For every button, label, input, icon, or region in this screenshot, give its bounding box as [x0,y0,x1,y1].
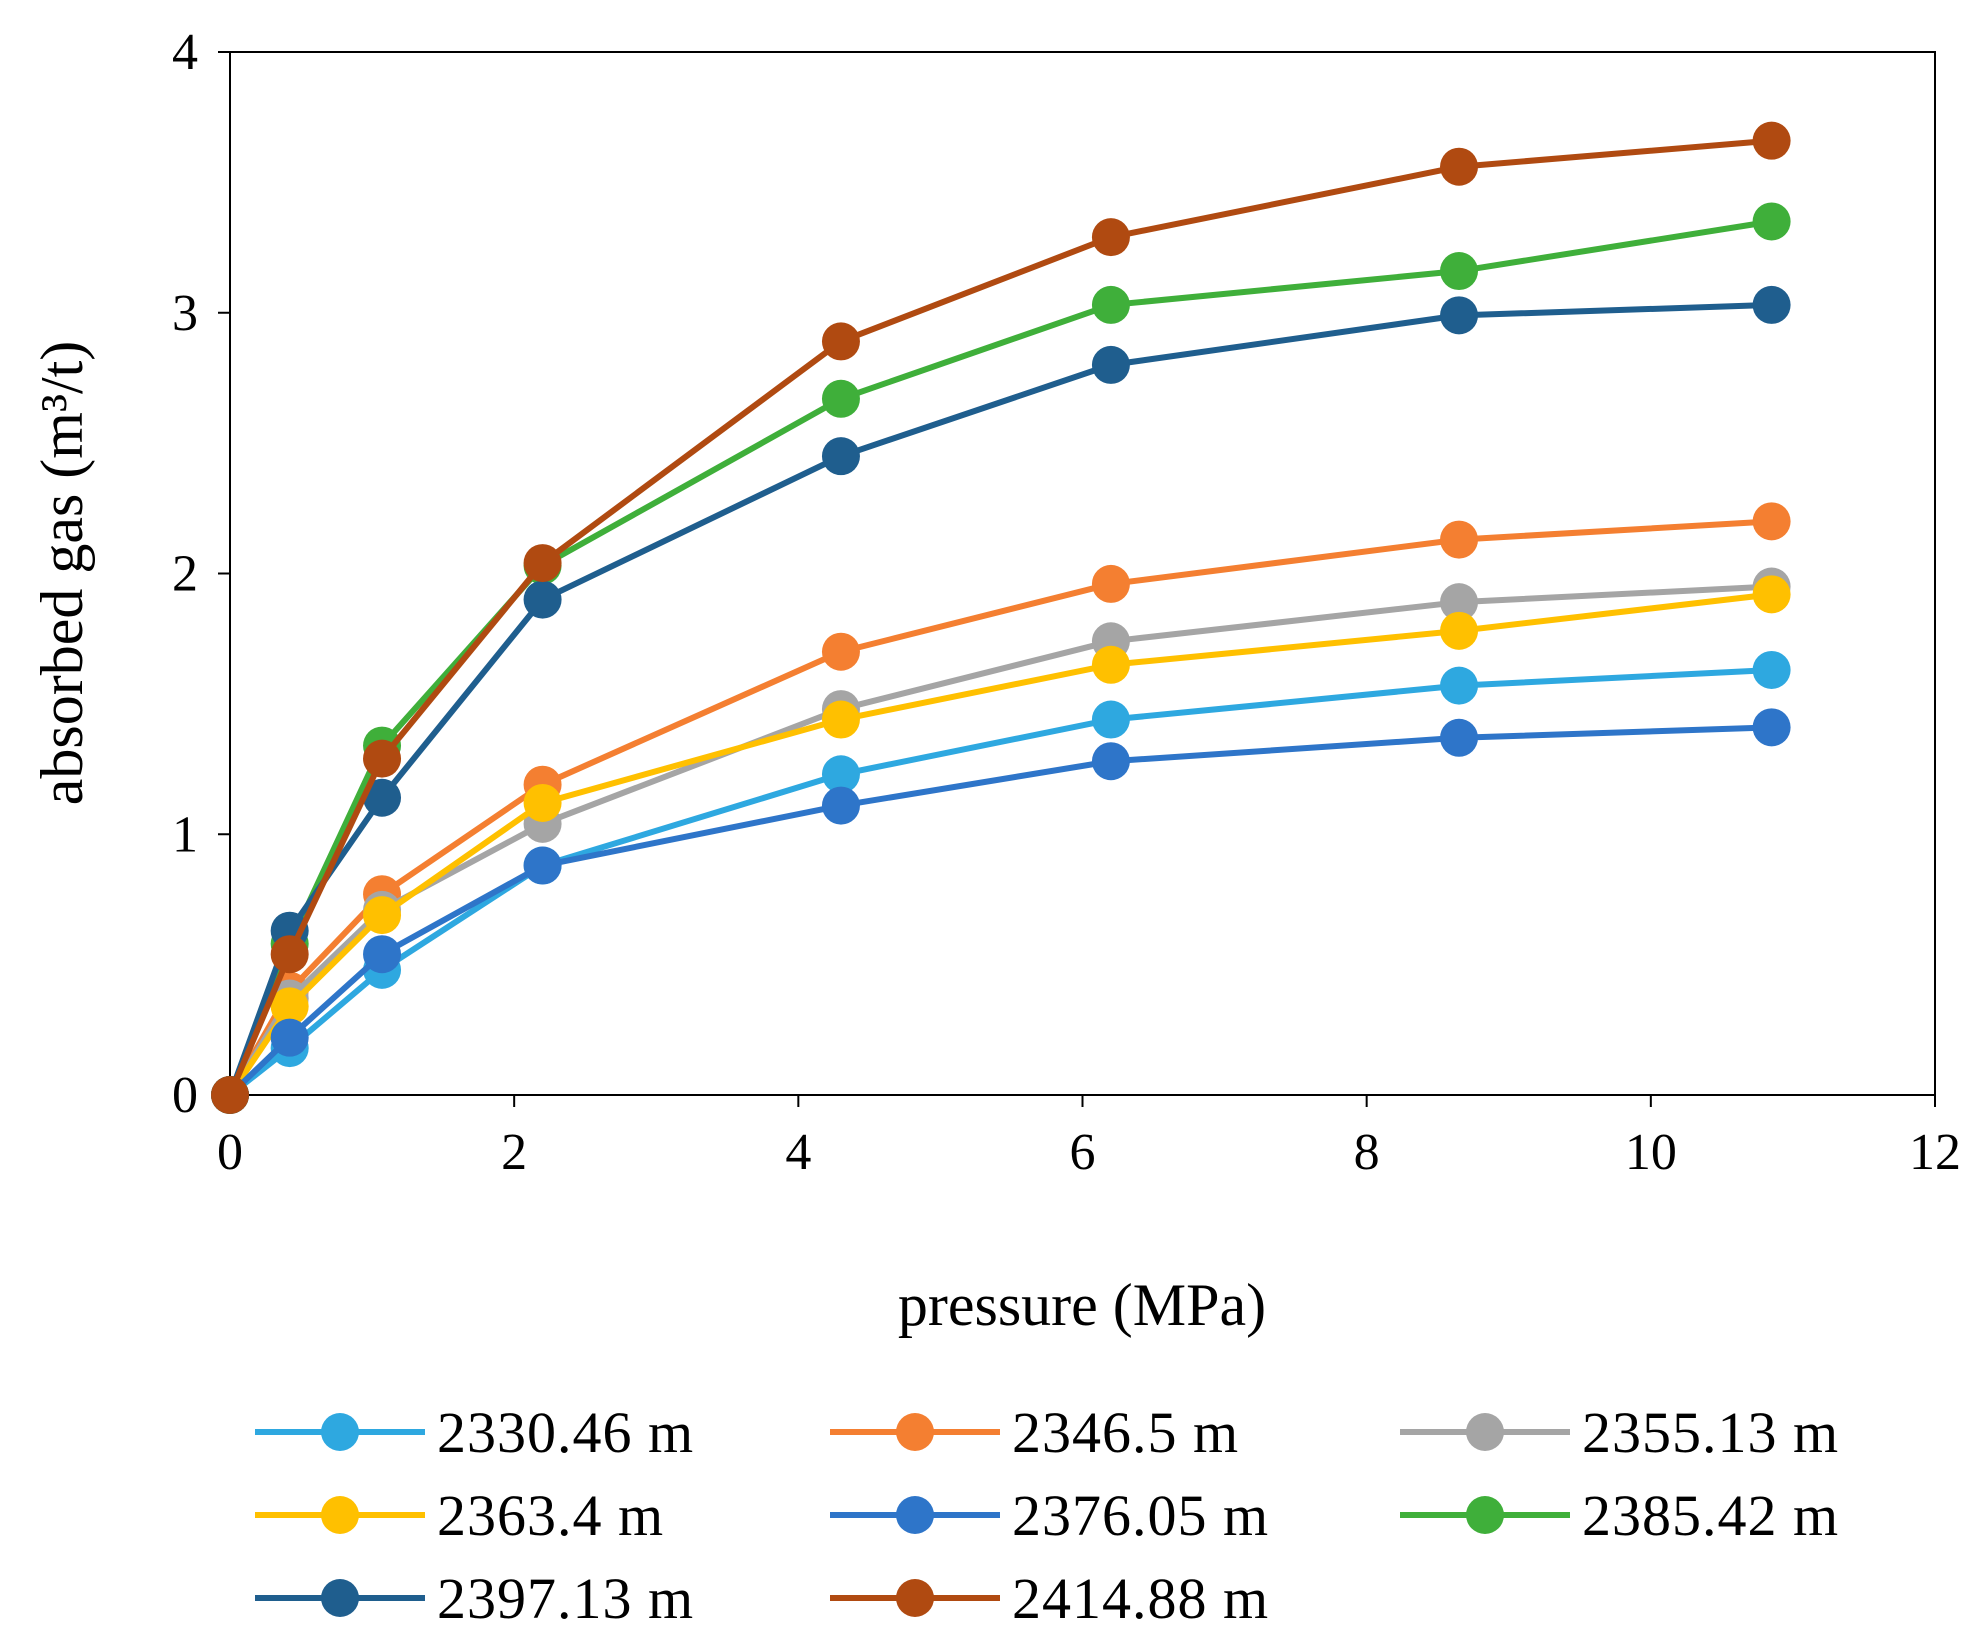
legend-entry: 2346.5 m [830,1400,1239,1465]
data-point [1091,564,1130,603]
data-point [523,783,562,822]
data-point [270,935,309,974]
data-point [1440,583,1479,622]
data-point [523,544,562,583]
data-point [1440,666,1479,705]
legend-marker [1466,1496,1504,1534]
data-point [821,700,860,739]
data-point [363,935,402,974]
data-point [1440,296,1479,335]
series-line [227,518,1775,1098]
data-point [1440,611,1479,650]
legend-entry: 2330.46 m [255,1400,694,1465]
series-line [227,137,1775,1098]
plot-area [229,51,1936,1096]
x-tick-label: 2 [501,1124,527,1181]
legend: 2330.46 m 2346.5 m 2355.13 m 2363.4 m 2376.0… [255,1400,1839,1631]
data-point [1091,345,1130,384]
data-point [1752,121,1791,160]
series-2414-88 [211,121,1791,1114]
x-tick-label: 8 [1354,1124,1380,1181]
data-point [1752,502,1791,541]
legend-entry: 2385.42 m [1400,1483,1839,1548]
data-point [821,322,860,361]
legend-label: 2346.5 m [1012,1400,1239,1465]
data-point [1440,718,1479,757]
legend-label: 2355.13 m [1582,1400,1839,1465]
y-tick-label: 2 [172,546,198,603]
data-point [1440,147,1479,186]
legend-label: 2363.4 m [437,1483,664,1548]
legend-label: 2414.88 m [1012,1566,1269,1631]
x-tick-label: 12 [1909,1124,1961,1181]
data-point [1091,285,1130,324]
data-point [1091,742,1130,781]
data-point [821,786,860,825]
legend-entry: 2397.13 m [255,1566,694,1631]
data-point [1752,202,1791,241]
x-axis-title: pressure (MPa) [898,1272,1266,1338]
data-point [1091,218,1130,257]
legend-marker [896,1413,934,1451]
data-point [821,379,860,418]
y-tick-label: 3 [172,285,198,342]
data-point [1440,252,1479,291]
legend-entry: 2363.4 m [255,1483,664,1548]
y-axis-title: absorbed gas (m³/t) [29,341,95,806]
legend-label: 2385.42 m [1582,1483,1839,1548]
series-line [227,591,1775,1098]
legend-marker [1466,1413,1504,1451]
data-point [363,778,402,817]
data-point [1752,285,1791,324]
legend-marker [321,1413,359,1451]
series-line [227,724,1775,1098]
data-point [821,437,860,476]
data-point [1091,645,1130,684]
data-point [363,739,402,778]
legend-marker [896,1496,934,1534]
data-point [523,846,562,885]
y-tick-label: 0 [172,1067,198,1124]
data-point [363,896,402,935]
data-point [523,580,562,619]
y-axis: 0 1 2 3 4 [172,24,230,1124]
x-tick-label: 0 [217,1124,243,1181]
legend-marker [321,1496,359,1534]
x-tick-label: 10 [1625,1124,1677,1181]
x-tick-label: 6 [1070,1124,1096,1181]
legend-label: 2376.05 m [1012,1483,1269,1548]
data-point [1752,575,1791,614]
series-layer [211,121,1791,1114]
legend-label: 2330.46 m [437,1400,694,1465]
legend-label: 2397.13 m [437,1566,694,1631]
data-point [1752,650,1791,689]
legend-entry: 2414.88 m [830,1566,1269,1631]
data-point [821,632,860,671]
data-point [1752,708,1791,747]
data-point [211,1076,249,1114]
legend-marker [321,1579,359,1617]
series-line [227,583,1775,1098]
legend-entry: 2355.13 m [1400,1400,1839,1465]
x-axis: 0 2 4 6 8 10 12 [217,1095,1961,1181]
data-point [1091,700,1130,739]
x-tick-label: 4 [785,1124,811,1181]
legend-entry: 2376.05 m [830,1483,1269,1548]
data-point [270,987,309,1026]
series-line [227,301,1775,1098]
data-point [821,755,860,794]
y-tick-label: 1 [172,806,198,863]
y-tick-label: 4 [172,24,198,81]
legend-marker [896,1579,934,1617]
data-point [270,1018,309,1057]
data-point [1440,520,1479,559]
